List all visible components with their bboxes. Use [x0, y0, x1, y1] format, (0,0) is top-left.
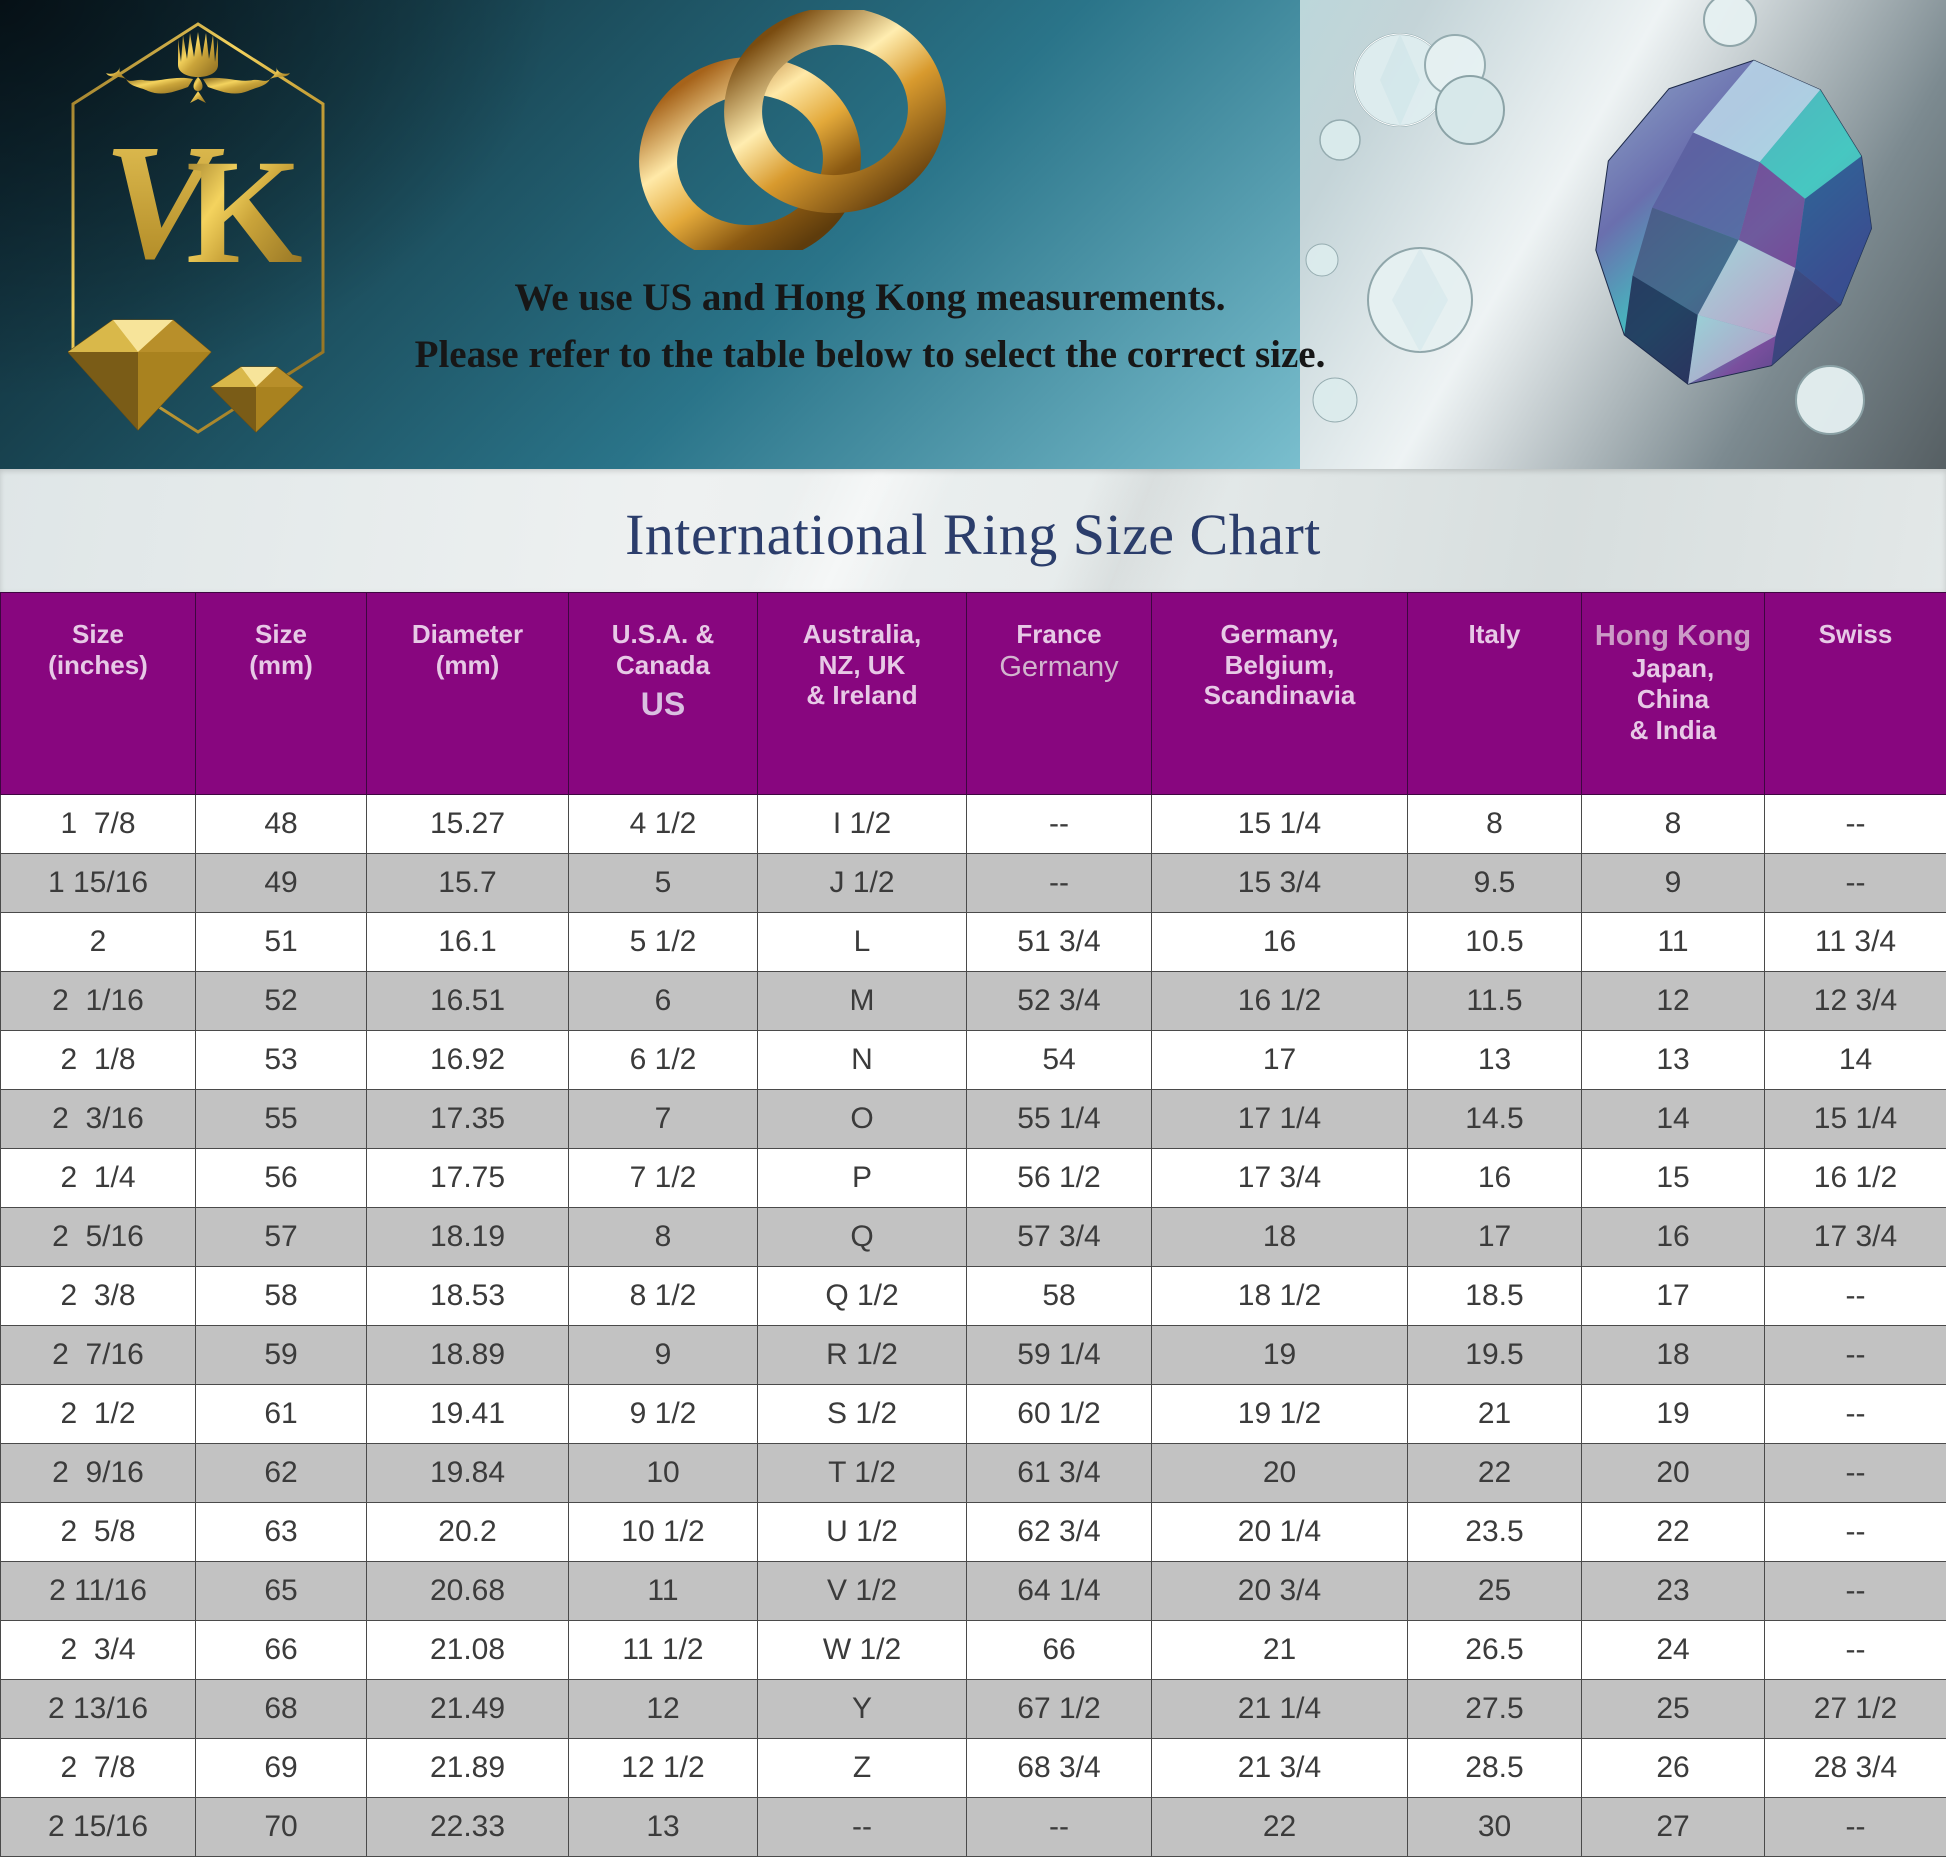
- svg-text:K: K: [186, 129, 303, 295]
